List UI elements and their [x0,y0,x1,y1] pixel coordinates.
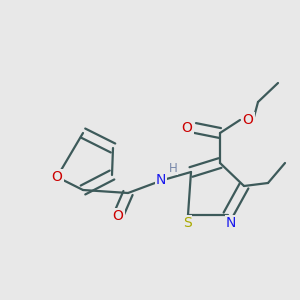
Text: H: H [169,161,177,175]
Text: N: N [156,173,166,187]
Text: O: O [182,121,192,135]
Text: N: N [226,216,236,230]
Text: S: S [183,216,191,230]
Text: O: O [243,113,254,127]
Text: O: O [112,209,123,223]
Text: O: O [52,170,62,184]
